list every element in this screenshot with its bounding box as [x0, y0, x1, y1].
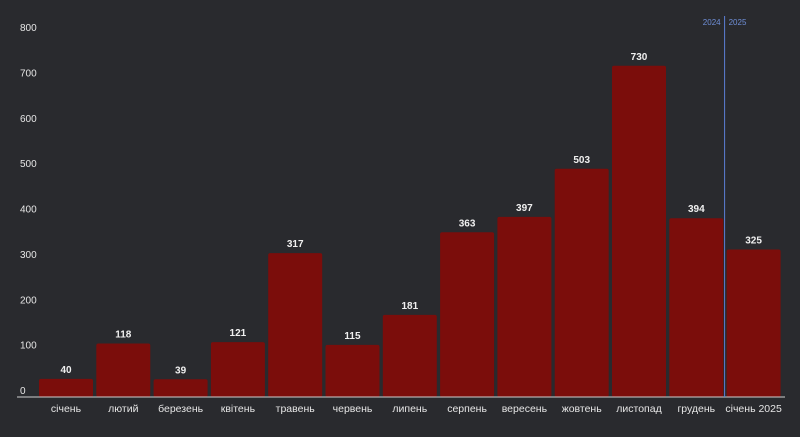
- bar: [440, 232, 495, 397]
- x-tick-label: червень: [333, 403, 373, 415]
- data-label: 394: [688, 204, 705, 215]
- y-tick-label: 800: [20, 23, 37, 34]
- bar: [268, 253, 323, 397]
- data-label: 317: [287, 239, 304, 250]
- y-tick-label: 100: [20, 341, 37, 352]
- data-label: 397: [516, 203, 533, 214]
- bar: [726, 249, 781, 397]
- data-label: 181: [401, 301, 418, 312]
- x-tick-label: січень 2025: [725, 403, 782, 415]
- bar: [554, 168, 609, 397]
- x-tick-label: січень: [51, 403, 82, 415]
- x-tick-label: квітень: [221, 403, 256, 415]
- data-label: 118: [115, 329, 132, 340]
- x-tick-label: травень: [276, 403, 316, 415]
- x-tick-label: листопад: [616, 403, 661, 415]
- bar: [382, 314, 437, 397]
- data-label: 115: [344, 331, 361, 342]
- bar: [210, 342, 265, 397]
- bar: [669, 218, 724, 397]
- y-tick-label: 0: [20, 386, 26, 397]
- data-label: 39: [175, 365, 187, 376]
- bar: [612, 65, 666, 397]
- data-label: 40: [60, 365, 72, 376]
- year-label-right: 2025: [729, 18, 747, 27]
- data-label: 363: [459, 218, 476, 229]
- x-tick-label: лютий: [108, 403, 138, 415]
- x-tick-label: грудень: [677, 403, 715, 415]
- bar: [325, 344, 380, 397]
- data-label: 730: [631, 52, 648, 63]
- y-tick-label: 200: [20, 295, 37, 306]
- data-label: 325: [745, 236, 762, 247]
- bar: [153, 379, 208, 397]
- x-tick-label: жовтень: [562, 403, 603, 415]
- x-tick-label: березень: [158, 403, 204, 415]
- bar: [39, 378, 93, 397]
- data-label: 121: [230, 328, 247, 339]
- data-label: 503: [573, 155, 590, 166]
- y-tick-label: 700: [20, 68, 37, 79]
- x-tick-label: серпень: [447, 403, 487, 415]
- y-tick-label: 600: [20, 114, 37, 125]
- x-tick-label: вересень: [502, 403, 548, 415]
- y-tick-label: 300: [20, 250, 37, 261]
- y-tick-label: 500: [20, 159, 37, 170]
- bar: [497, 216, 552, 397]
- x-tick-label: липень: [392, 403, 427, 415]
- y-tick-label: 400: [20, 205, 37, 216]
- bar: [96, 343, 151, 397]
- year-label-left: 2024: [703, 18, 721, 27]
